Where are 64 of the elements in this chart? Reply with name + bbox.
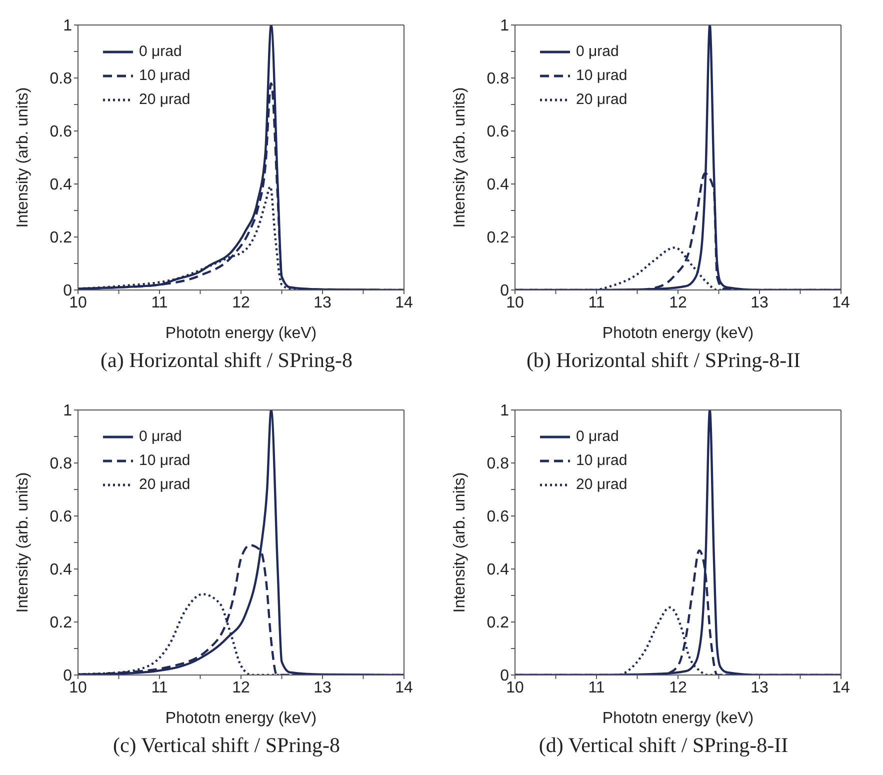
x-tick-label: 11 <box>151 294 168 312</box>
y-tick-label: 0.2 <box>50 230 72 247</box>
y-tick-label: 0.2 <box>486 614 510 632</box>
y-tick-label: 1 <box>500 18 510 35</box>
legend-label: 20 μrad <box>139 475 190 495</box>
x-tick-label: 13 <box>314 679 332 696</box>
y-tick-label: 0.6 <box>50 124 72 141</box>
x-tick-label: 14 <box>832 679 850 696</box>
x-tick-label: 12 <box>669 679 687 696</box>
x-tick-label: 11 <box>588 679 605 696</box>
y-tick-label: 1 <box>63 18 72 35</box>
legend-label: 0 μrad <box>139 42 182 62</box>
legend-label: 20 μrad <box>576 90 628 110</box>
y-tick-label: 0.8 <box>50 70 72 88</box>
x-tick-label: 11 <box>151 679 168 696</box>
x-tick-label: 13 <box>314 294 332 312</box>
legend-label: 10 μrad <box>139 451 190 471</box>
x-tick-label: 13 <box>750 679 768 696</box>
y-tick-label: 0.4 <box>50 562 72 579</box>
y-axis-title: Intensity (arb. units) <box>14 472 32 613</box>
x-axis-title: Phototn energy (keV) <box>165 710 317 727</box>
text: (a) Horizontal shift / SPring-8 <box>100 348 354 373</box>
x-tick-label: 14 <box>832 294 850 312</box>
x-tick-label: 13 <box>750 294 768 312</box>
text: (d) Vertical shift / SPring-8-II <box>538 733 790 758</box>
x-tick-label: 10 <box>506 294 524 312</box>
legend-label: 10 μrad <box>576 66 628 86</box>
y-tick-label: 0.4 <box>50 176 72 194</box>
y-tick-label: 0.8 <box>486 70 510 88</box>
legend-label: 0 μrad <box>139 427 182 447</box>
legend-label: 0 μrad <box>576 427 619 447</box>
y-tick-label: 0.8 <box>486 456 510 473</box>
x-tick-label: 10 <box>69 294 87 312</box>
y-tick-label: 0.2 <box>486 230 510 247</box>
y-tick-label: 0.4 <box>486 176 510 194</box>
y-tick-label: 1 <box>500 402 510 420</box>
x-tick-label: 10 <box>69 679 87 696</box>
x-tick-label: 12 <box>669 294 687 312</box>
legend-label: 10 μrad <box>576 451 628 471</box>
y-tick-label: 0.4 <box>486 562 510 579</box>
legend-label: 20 μrad <box>576 475 628 495</box>
y-axis-title: Intensity (arb. units) <box>14 87 32 228</box>
y-tick-label: 0.8 <box>50 456 72 473</box>
x-tick-label: 14 <box>395 294 413 312</box>
y-tick-label: 0.6 <box>486 124 510 141</box>
legend-label: 10 μrad <box>139 66 190 86</box>
y-tick-label: 1 <box>63 402 72 420</box>
x-tick-label: 12 <box>232 679 250 696</box>
x-tick-label: 12 <box>232 294 250 312</box>
x-tick-label: 10 <box>506 679 524 696</box>
y-tick-label: 0.6 <box>486 508 510 526</box>
legend-label: 0 μrad <box>576 42 619 62</box>
y-axis-title: Intensity (arb. units) <box>452 87 469 228</box>
y-axis-title: Intensity (arb. units) <box>452 472 469 613</box>
x-axis-title: Phototn energy (keV) <box>165 325 317 342</box>
x-axis-title: Phototn energy (keV) <box>602 710 754 727</box>
text: (b) Horizontal shift / SPring-8-II <box>525 348 802 373</box>
text: (c) Vertical shift / SPring-8 <box>112 733 342 758</box>
x-tick-label: 14 <box>395 679 413 696</box>
legend-label: 20 μrad <box>139 90 190 110</box>
y-tick-label: 0.2 <box>50 614 72 632</box>
x-axis-title: Phototn energy (keV) <box>602 325 754 342</box>
y-tick-label: 0.6 <box>50 508 72 526</box>
x-tick-label: 11 <box>588 294 605 312</box>
